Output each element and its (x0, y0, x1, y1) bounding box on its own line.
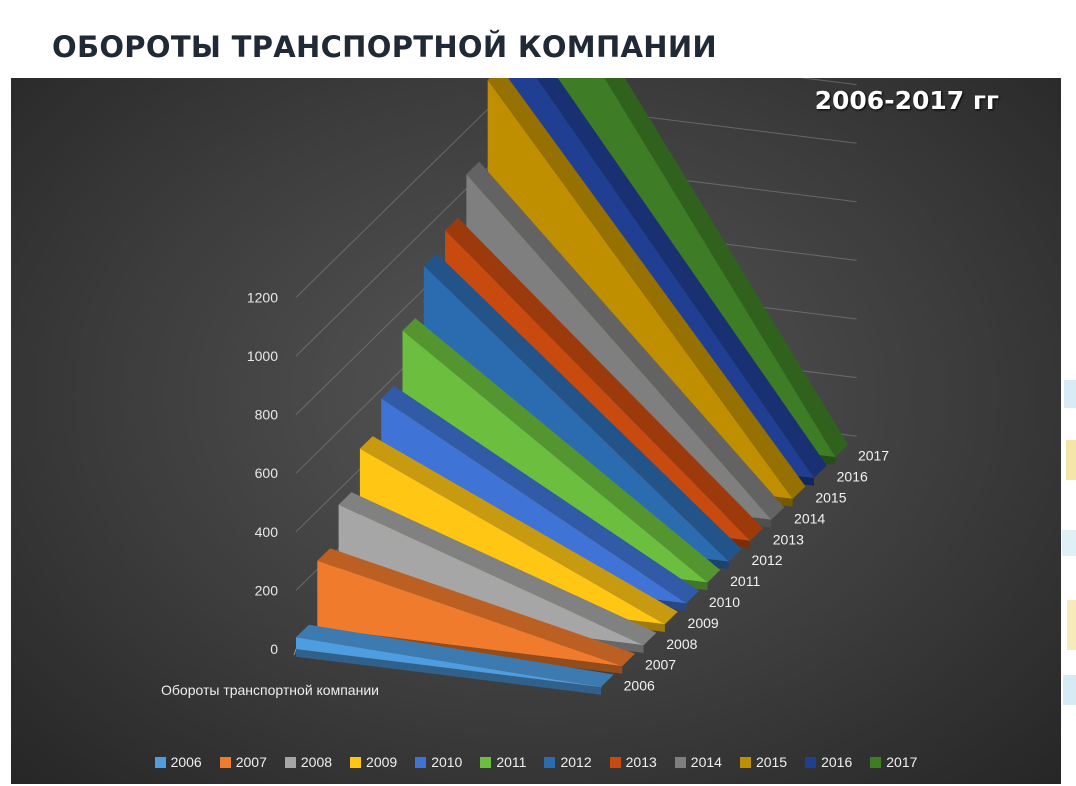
legend-swatch (480, 756, 492, 768)
series-depth-label: 2010 (709, 594, 740, 610)
legend-swatch (350, 756, 362, 768)
page-title: ОБОРОТЫ ТРАНСПОРТНОЙ КОМПАНИИ (52, 30, 717, 64)
legend-label: 2009 (366, 754, 398, 770)
area-top-face (466, 161, 785, 520)
legend-swatch (609, 756, 621, 768)
area-front-face (296, 637, 601, 687)
series-depth-label: 2008 (666, 636, 697, 652)
y-tick-label: 400 (255, 524, 279, 540)
legend-swatch (544, 756, 556, 768)
area-base-face (296, 649, 601, 695)
area-top-face (604, 78, 849, 458)
area-top-face (296, 624, 614, 687)
legend-label: 2007 (235, 754, 267, 770)
decorative-edge-pattern (1062, 380, 1076, 705)
legend-label: 2012 (560, 754, 592, 770)
legend-item: 2010 (415, 754, 462, 770)
legend-item: 2014 (674, 754, 722, 770)
legend-label: 2010 (431, 754, 463, 770)
legend-label: 2016 (821, 754, 853, 770)
area-top-face (487, 78, 806, 499)
legend-label: 2014 (690, 754, 722, 770)
chart-panel: 2006-2017 гг 0 200 400 600 800 1000 1200 2017 20… (11, 78, 1061, 784)
area-top-face (536, 78, 827, 478)
legend-label: 2017 (886, 754, 918, 770)
legend-item: 2012 (544, 754, 592, 770)
legend-item: 2015 (739, 754, 788, 770)
legend-swatch (154, 756, 166, 768)
series-depth-label: 2007 (645, 657, 676, 673)
legend-item: 2009 (350, 754, 397, 770)
series-depth-label: 2017 (858, 448, 889, 464)
series-depth-label: 2013 (773, 531, 804, 547)
legend-swatch (415, 756, 427, 768)
y-tick-label: 800 (255, 407, 279, 423)
area-top-face (423, 253, 742, 562)
series-depth-label: 2012 (751, 552, 782, 568)
series-depth-label: 2016 (837, 469, 868, 485)
legend-swatch (805, 756, 817, 768)
series-depth-label: 2011 (730, 573, 760, 589)
legend-item: 2017 (870, 754, 917, 770)
area-top-face (317, 548, 636, 667)
area-series-2006 (296, 624, 614, 695)
series-depth-label: 2009 (688, 615, 719, 631)
area-top-face (338, 492, 657, 646)
y-tick-label: 0 (270, 641, 278, 657)
series-depth-label: 2014 (794, 510, 825, 526)
legend-item: 2008 (284, 754, 333, 770)
legend-item: 2007 (219, 754, 267, 770)
y-tick-label: 1000 (247, 348, 278, 364)
legend-item: 2011 (480, 754, 526, 770)
y-tick-label: 200 (255, 582, 279, 598)
area-top-face (359, 436, 678, 625)
legend-swatch (739, 756, 751, 768)
legend-label: 2006 (170, 754, 202, 770)
legend-swatch (870, 756, 882, 768)
legend-item: 2016 (805, 754, 852, 770)
y-tick-label: 600 (255, 465, 279, 481)
area-top-face (445, 217, 763, 541)
legend-label: 2013 (625, 754, 657, 770)
legend-swatch (674, 756, 686, 768)
category-tick (293, 648, 297, 656)
legend-item: 2013 (609, 754, 657, 770)
legend-label: 2011 (496, 754, 527, 770)
x-category-label: Обороты транспортной компании (161, 682, 379, 698)
y-tick-label: 1200 (247, 289, 278, 305)
legend-label: 2015 (755, 754, 788, 770)
area-front-face (317, 560, 623, 667)
legend-item: 2006 (154, 754, 202, 770)
legend-swatch (284, 756, 296, 768)
area-top-face (381, 385, 699, 604)
area-top-face (402, 318, 721, 583)
legend-label: 2008 (300, 754, 333, 770)
legend-swatch (219, 756, 231, 768)
series-depth-label: 2015 (815, 489, 846, 505)
series-depth-label: 2006 (624, 678, 655, 694)
year-range-label: 2006-2017 гг (814, 86, 999, 115)
chart-3d-area: 0 200 400 600 800 1000 1200 2017 2016 2015 2014 201… (161, 78, 889, 698)
chart-legend: 2006 2007 2008 2009 2010 2011 2012 2013 2014 2015… (11, 754, 1061, 770)
